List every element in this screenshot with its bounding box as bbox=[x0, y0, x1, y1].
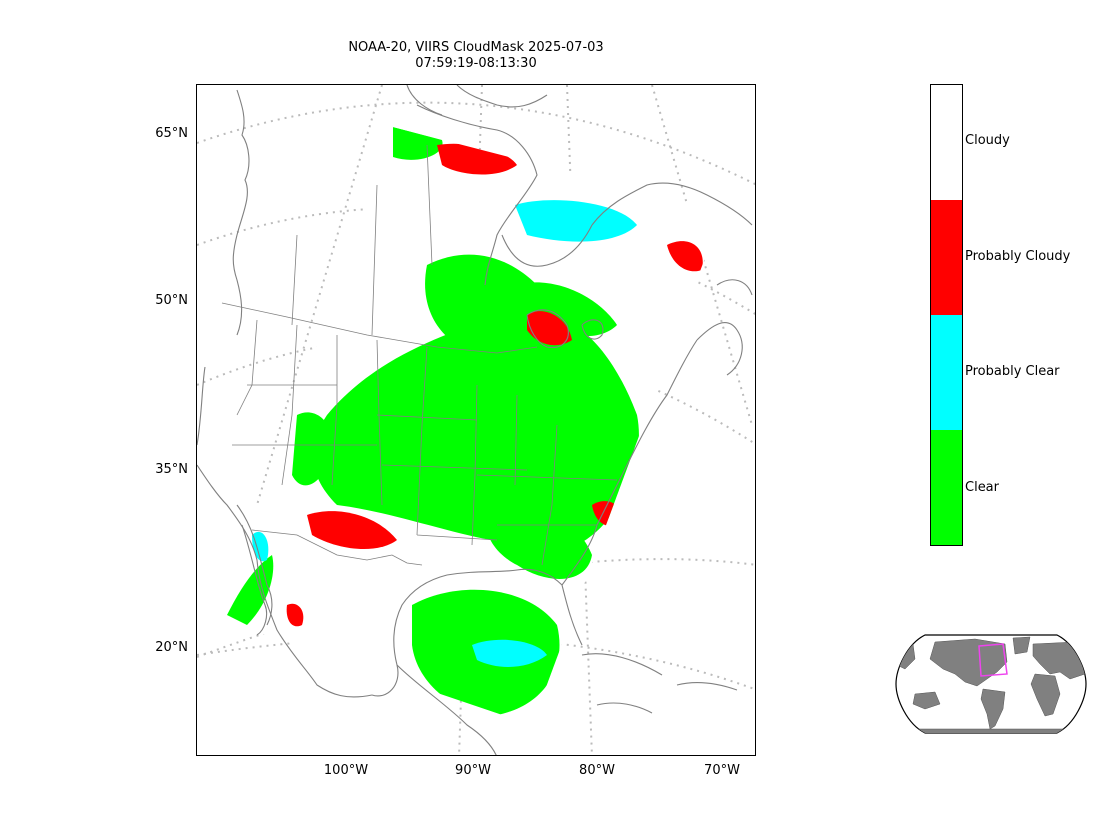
colorbar-probably-cloudy bbox=[931, 200, 962, 315]
red-speckle-sw bbox=[286, 603, 304, 627]
colorbar-cloudy bbox=[931, 85, 962, 200]
florida-to-atlantic bbox=[561, 339, 698, 586]
title-line-2: 07:59:19-08:13:30 bbox=[415, 56, 537, 71]
lat-label-35n: 35°N bbox=[155, 462, 188, 477]
map-canvas bbox=[197, 85, 755, 755]
state-lines-east bbox=[471, 384, 618, 566]
clear-strip-west bbox=[292, 412, 333, 486]
lat-label-50n: 50°N bbox=[155, 293, 188, 308]
cyan-patch-gulf bbox=[472, 639, 547, 667]
atlantic-canada bbox=[696, 279, 753, 376]
land-africa bbox=[1030, 673, 1061, 717]
cyan-patch-southwest bbox=[252, 531, 269, 562]
lat-label-20n: 20°N bbox=[155, 640, 188, 655]
land-north-america bbox=[929, 638, 1008, 687]
clear-top-band bbox=[393, 127, 443, 160]
inset-region-outline bbox=[978, 643, 1008, 677]
colorbar-label-probably-cloudy: Probably Cloudy bbox=[965, 249, 1071, 264]
great-lakes bbox=[526, 309, 604, 349]
red-patch-hudson bbox=[437, 143, 517, 175]
map-title: NOAA-20, VIIRS CloudMask 2025-07-03 07:5… bbox=[196, 40, 756, 72]
coastlines bbox=[197, 85, 753, 755]
us-mexico-border bbox=[251, 529, 423, 566]
colorbar-probably-clear bbox=[931, 315, 962, 430]
colorbar-clear bbox=[931, 430, 962, 545]
gulf-coast-mexico bbox=[371, 574, 448, 697]
clear-southwest bbox=[227, 555, 274, 625]
meridian-70w bbox=[651, 85, 753, 426]
lat-label-65n: 65°N bbox=[155, 126, 188, 141]
state-lines-west bbox=[232, 319, 377, 486]
colorbar-label-cloudy: Cloudy bbox=[965, 133, 1010, 148]
parallel-15n bbox=[197, 635, 755, 691]
baja-peninsula bbox=[241, 524, 268, 636]
global-locator-inset bbox=[895, 634, 1087, 734]
gulf-coast-us bbox=[446, 568, 583, 646]
central-america bbox=[396, 664, 497, 755]
land-south-america bbox=[980, 688, 1006, 730]
canada-provinces bbox=[291, 144, 433, 336]
caribbean-cuba bbox=[581, 653, 738, 714]
hudson-bay bbox=[416, 104, 538, 286]
us-canada-border bbox=[221, 302, 538, 354]
colorbar-label-clear: Clear bbox=[965, 480, 999, 495]
state-lines-central bbox=[376, 339, 528, 541]
lon-label-80w: 80°W bbox=[579, 763, 615, 778]
james-bay bbox=[501, 224, 593, 267]
meridian-100w bbox=[256, 85, 383, 506]
arctic-islands bbox=[406, 85, 548, 116]
colorbar-label-probably-clear: Probably Clear bbox=[965, 364, 1060, 379]
lon-label-100w: 100°W bbox=[323, 763, 369, 778]
west-coast-north bbox=[232, 89, 250, 336]
lon-label-70w: 70°W bbox=[704, 763, 740, 778]
inset-globe bbox=[895, 634, 1087, 734]
cyan-patch-north bbox=[515, 200, 637, 242]
gulf-of-california bbox=[236, 504, 273, 626]
clear-region-southeast bbox=[486, 511, 592, 579]
red-patch-quebec bbox=[527, 311, 572, 346]
political-borders bbox=[221, 144, 618, 566]
red-patch-labrador bbox=[667, 241, 703, 272]
clear-region-north bbox=[425, 254, 544, 355]
labrador-coast bbox=[591, 182, 753, 226]
parallel-35n bbox=[197, 336, 755, 445]
globe-land bbox=[896, 636, 1086, 733]
red-patch-mexico bbox=[307, 511, 397, 550]
title-line-1: NOAA-20, VIIRS CloudMask 2025-07-03 bbox=[348, 40, 604, 55]
west-coast-south bbox=[197, 366, 373, 698]
colorbar bbox=[930, 84, 963, 546]
lon-label-90w: 90°W bbox=[455, 763, 491, 778]
cloudmask-map bbox=[196, 84, 756, 756]
land-australia bbox=[912, 691, 941, 710]
land-greenland bbox=[1012, 636, 1031, 655]
